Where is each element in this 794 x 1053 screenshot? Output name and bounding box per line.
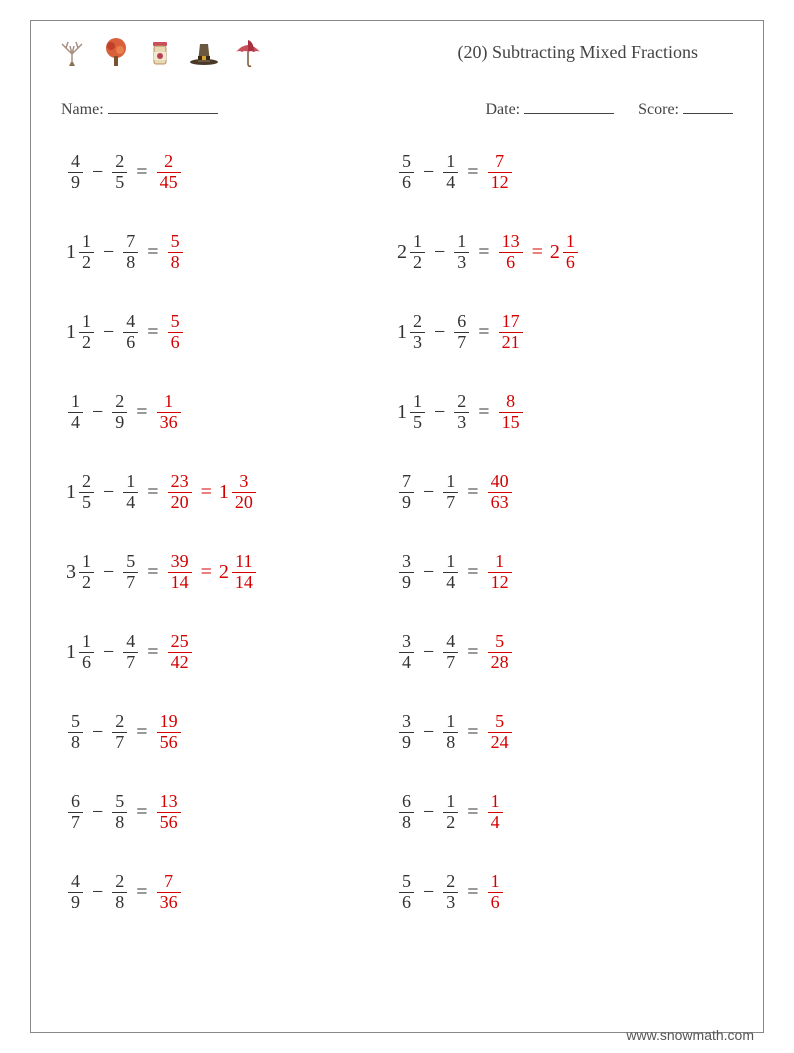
problem-16: 39−18=524 <box>397 709 728 755</box>
problem-11: 312−57=3914=21114 <box>66 549 397 595</box>
jam-jar-icon <box>144 36 176 68</box>
problem-13: 116−47=2542 <box>66 629 397 675</box>
problem-2: 56−14=712 <box>397 149 728 195</box>
problem-1: 49−25=245 <box>66 149 397 195</box>
problem-17: 67−58=1356 <box>66 789 397 835</box>
pilgrim-hat-icon <box>188 36 220 68</box>
name-label: Name: <box>61 101 104 118</box>
problem-4: 212−13=136=216 <box>397 229 728 275</box>
meta-row: Name: Date: Score: <box>56 98 738 119</box>
problem-8: 115−23=815 <box>397 389 728 435</box>
footer-url: www.snowmath.com <box>626 1027 754 1043</box>
problem-20: 56−23=16 <box>397 869 728 915</box>
problem-7: 14−29=136 <box>66 389 397 435</box>
problem-6: 123−67=1721 <box>397 309 728 355</box>
problem-5: 112−46=56 <box>66 309 397 355</box>
problem-14: 34−47=528 <box>397 629 728 675</box>
problem-15: 58−27=1956 <box>66 709 397 755</box>
score-blank <box>683 98 733 114</box>
decorative-icons <box>56 36 264 68</box>
header-row: (20) Subtracting Mixed Fractions <box>56 36 738 68</box>
problem-19: 49−28=736 <box>66 869 397 915</box>
score-label: Score: <box>638 101 679 118</box>
worksheet-title: (20) Subtracting Mixed Fractions <box>458 42 738 63</box>
bare-tree-icon <box>56 36 88 68</box>
problem-10: 79−17=4063 <box>397 469 728 515</box>
problem-18: 68−12=14 <box>397 789 728 835</box>
autumn-tree-icon <box>100 36 132 68</box>
date-blank <box>524 98 614 114</box>
problem-3: 112−78=58 <box>66 229 397 275</box>
name-blank <box>108 98 218 114</box>
problem-9: 125−14=2320=1320 <box>66 469 397 515</box>
date-label: Date: <box>485 101 520 118</box>
problems-grid: 49−25=24556−14=712112−78=58212−13=136=21… <box>56 149 738 915</box>
problem-12: 39−14=112 <box>397 549 728 595</box>
umbrella-icon <box>232 36 264 68</box>
